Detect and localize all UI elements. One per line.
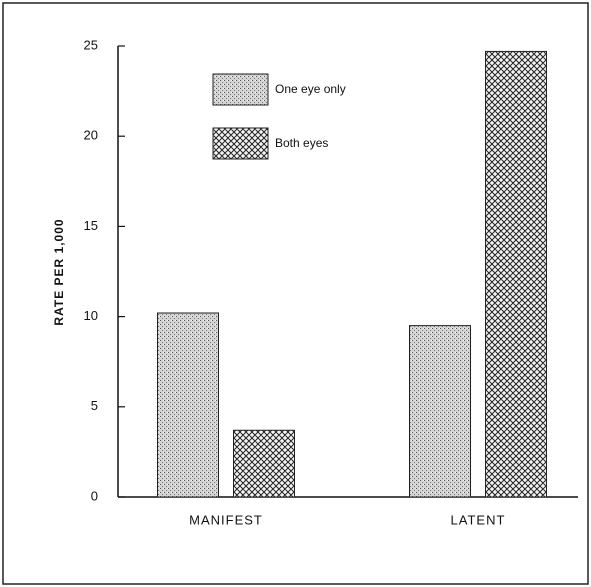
legend-swatch <box>212 73 269 106</box>
y-tick-label: 0 <box>91 488 98 503</box>
y-tick-label: 15 <box>84 218 98 233</box>
bar <box>409 325 471 498</box>
y-tick-label: 10 <box>84 308 98 323</box>
x-tick-label: LATENT <box>451 512 506 527</box>
x-tick-label: MANIFEST <box>189 512 263 527</box>
y-tick-label: 25 <box>84 37 98 52</box>
bar <box>157 312 219 498</box>
bar <box>485 50 547 498</box>
y-axis-label: RATE PER 1,000 <box>52 218 66 325</box>
bar <box>233 429 295 498</box>
legend-label: One eye only <box>275 82 346 96</box>
y-tick-label: 5 <box>91 398 98 413</box>
legend-swatch <box>212 127 269 160</box>
y-tick-label: 20 <box>84 128 98 143</box>
legend-label: Both eyes <box>275 136 328 150</box>
